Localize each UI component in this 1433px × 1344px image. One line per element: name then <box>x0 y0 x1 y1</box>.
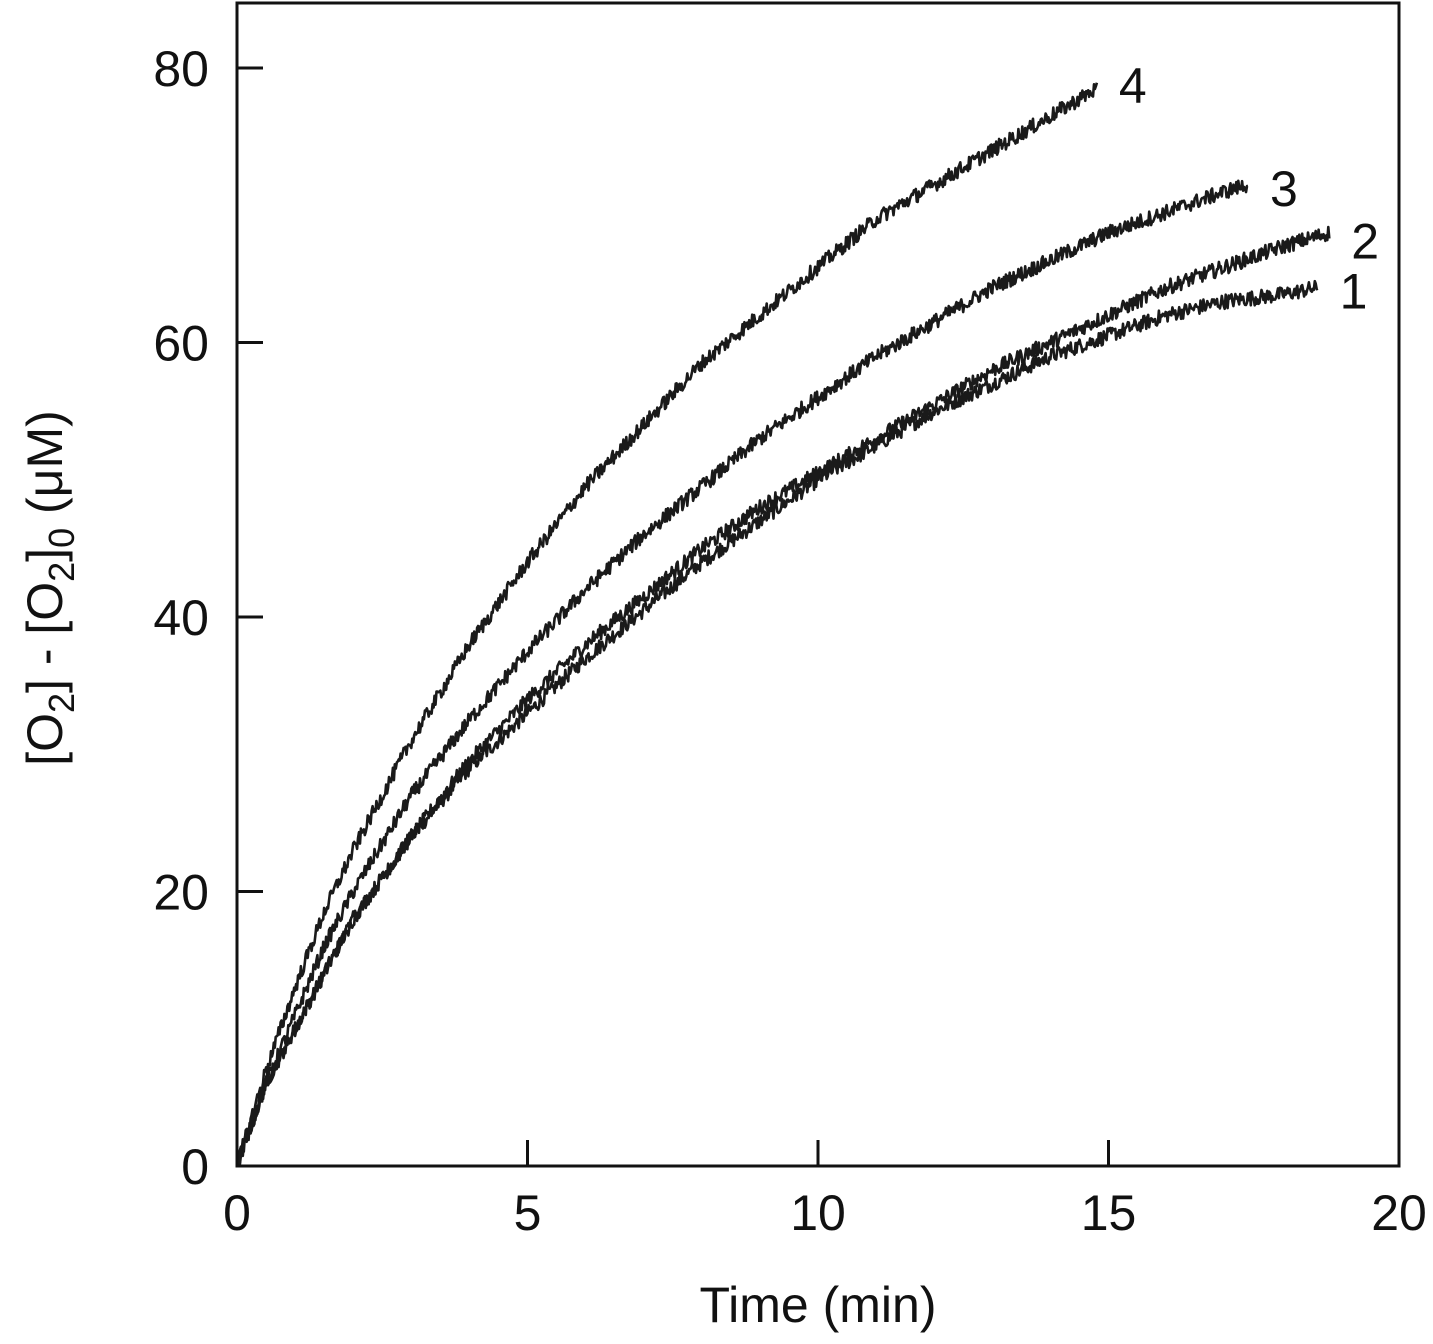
x-tick-label: 0 <box>223 1185 251 1241</box>
series-line-1 <box>235 279 1319 1167</box>
series-label-1: 1 <box>1340 264 1368 320</box>
x-axis-title: Time (min) <box>699 1277 936 1333</box>
plot-frame <box>235 1 1401 1168</box>
x-tick-label: 10 <box>790 1185 846 1241</box>
y-tick-label: 60 <box>153 316 209 372</box>
series-line-2 <box>236 225 1331 1168</box>
y-tick-label: 0 <box>181 1139 209 1195</box>
y-tick-label: 40 <box>153 590 209 646</box>
label-layer: 123 4 <box>1119 58 1379 320</box>
series-layer <box>235 82 1331 1168</box>
tick-layer: 0 5 10 15 20 0 20 40 60 80 <box>153 41 1426 1241</box>
series-label-3: 3 <box>1270 161 1298 217</box>
y-axis-title: [O2] - [O2]0 (μM) <box>17 410 82 766</box>
y-tick-label: 80 <box>153 41 209 97</box>
series-line-3 <box>235 179 1249 1167</box>
series-label-2: 2 <box>1351 213 1379 269</box>
y-tick-label: 20 <box>153 865 209 921</box>
x-tick-label: 5 <box>514 1185 542 1241</box>
series-label-4: 4 <box>1119 58 1147 114</box>
x-tick-label: 20 <box>1371 1185 1427 1241</box>
x-tick-label: 15 <box>1081 1185 1137 1241</box>
series-line-4 <box>236 82 1099 1168</box>
